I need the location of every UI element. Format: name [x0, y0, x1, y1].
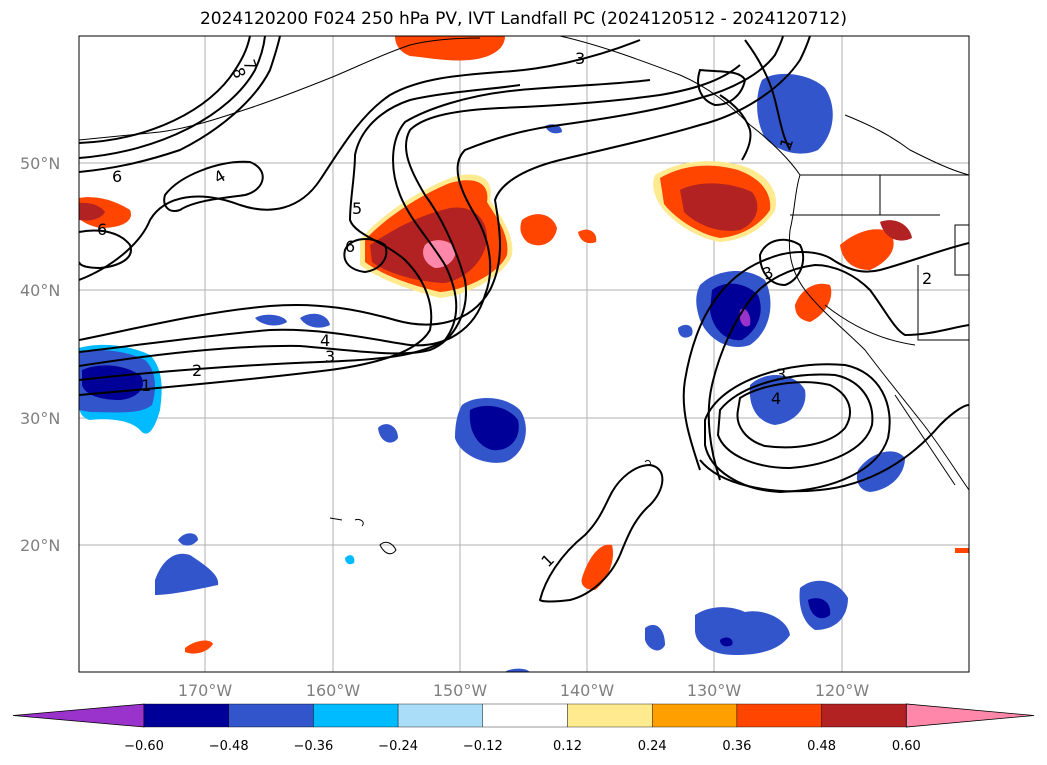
lon-label: 170°W: [178, 681, 233, 700]
lon-label: 130°W: [687, 681, 742, 700]
lat-label: 40°N: [20, 281, 60, 300]
lon-label: 150°W: [433, 681, 488, 700]
colorbar-tick-label: 0.24: [638, 739, 667, 754]
colorbar-extend-low: [12, 703, 145, 728]
colorbar-tick-label: −0.48: [209, 739, 249, 754]
colorbar-segment: [652, 703, 738, 728]
colorbar-tick-label: −0.24: [378, 739, 418, 754]
contour-label: 4: [771, 389, 781, 408]
contour-label: 3: [325, 347, 335, 366]
ivt-contours: [79, 36, 969, 603]
contour-label: 6: [112, 167, 122, 186]
colorbar-segment: [143, 703, 229, 728]
colorbar-tick-label: −0.60: [124, 739, 164, 754]
lon-label: 120°W: [815, 681, 870, 700]
colorbar-tick-label: 0.36: [722, 739, 751, 754]
contour-label: 6: [97, 220, 107, 239]
colorbar-tick-label: −0.12: [463, 739, 503, 754]
latitude-labels: 50°N 40°N 30°N 20°N: [20, 154, 60, 555]
contour-label: 3: [575, 49, 585, 68]
lon-label: 140°W: [560, 681, 615, 700]
lon-label: 160°W: [306, 681, 361, 700]
lat-label: 30°N: [20, 409, 60, 428]
colorbar-tick-label: −0.36: [293, 739, 333, 754]
colorbar-tick-label: 0.60: [892, 739, 921, 754]
colorbar-segment: [736, 703, 822, 728]
contour-label: 5: [352, 199, 362, 218]
colorbar-segment: [228, 703, 314, 728]
contour-label: 2: [192, 361, 202, 380]
colorbar-segment: [397, 703, 484, 728]
contour-label: 4: [320, 331, 330, 350]
contour-label: 6: [345, 237, 355, 256]
colorbar-extend-high: [905, 703, 1035, 728]
colorbar-segment: [567, 703, 653, 728]
map-title: 2024120200 F024 250 hPa PV, IVT Landfall…: [199, 9, 847, 29]
lat-label: 50°N: [20, 154, 60, 173]
longitude-labels: 170°W 160°W 150°W 140°W 130°W 120°W: [178, 681, 870, 700]
contour-label: 3: [776, 365, 786, 384]
map-frame: [78, 35, 970, 673]
colorbar: −0.60 −0.48 −0.36 −0.24 −0.12 0.12 0.24 …: [12, 703, 1035, 754]
pv-fill-negative: [79, 73, 905, 672]
contour-label: 2: [922, 269, 932, 288]
colorbar-tick-label: 0.48: [807, 739, 836, 754]
colorbar-ticks: −0.60 −0.48 −0.36 −0.24 −0.12 0.12 0.24 …: [124, 739, 921, 754]
colorbar-segment: [821, 703, 907, 728]
colorbar-tick-label: 0.12: [553, 739, 582, 754]
contour-label: 1: [141, 376, 151, 395]
colorbar-segment: [313, 703, 399, 728]
lat-label: 20°N: [20, 536, 60, 555]
colorbar-segment: [482, 703, 568, 728]
